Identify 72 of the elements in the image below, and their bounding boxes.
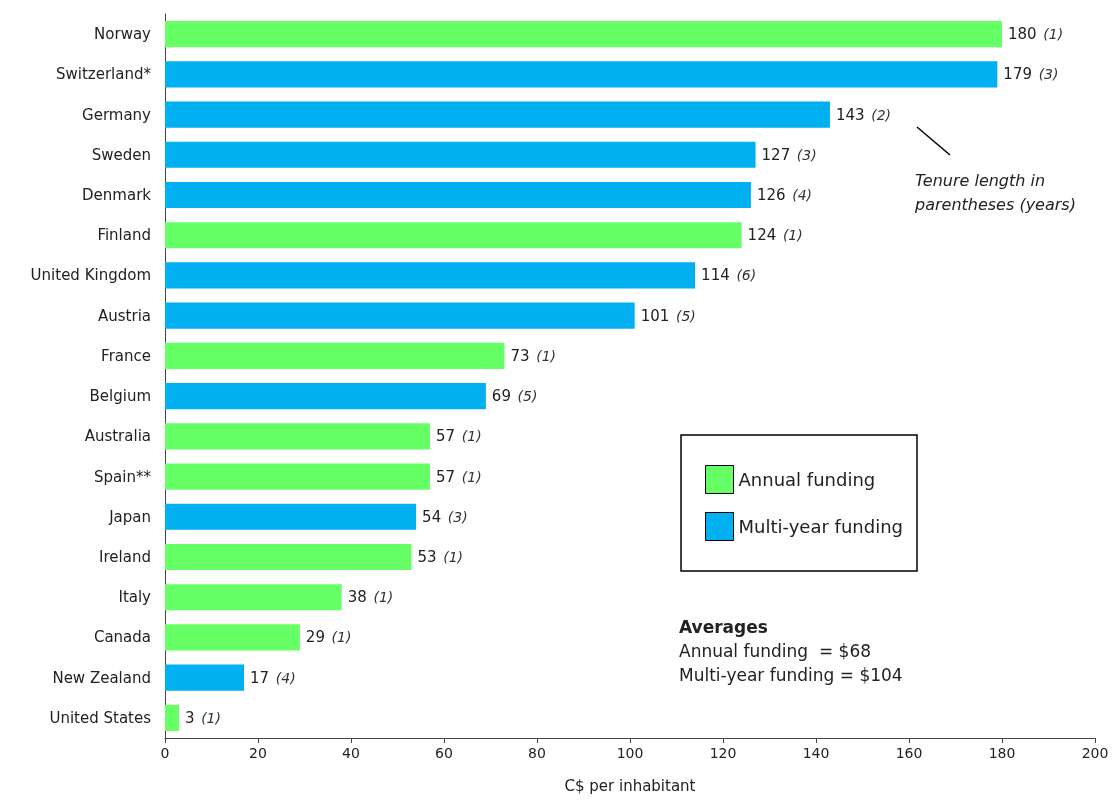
- legend-label: Multi-year funding: [738, 516, 904, 537]
- x-tick-label: 100: [616, 745, 644, 761]
- annotation: Annual funding = $68: [679, 640, 872, 661]
- x-tick-label: 180: [988, 745, 1016, 761]
- bar: [165, 342, 505, 369]
- y-tick-label: Italy: [118, 588, 152, 607]
- data-label: 69 (5): [491, 387, 538, 406]
- y-tick-label: Austria: [98, 306, 151, 325]
- y-tick-label: Australia: [84, 427, 151, 446]
- bar: [165, 262, 696, 289]
- bar: [165, 181, 751, 209]
- bar: [165, 584, 342, 611]
- bar: [165, 664, 245, 691]
- data-label: 54 (3): [422, 507, 468, 526]
- bar: [165, 463, 431, 490]
- x-tick-label: 140: [802, 745, 830, 761]
- data-label: 57 (1): [436, 427, 482, 446]
- bar: [165, 543, 412, 571]
- annotation: Tenure length in parentheses (years): [914, 170, 1076, 214]
- y-tick-label: France: [101, 346, 151, 365]
- bar: [165, 423, 431, 450]
- bar: [165, 704, 179, 731]
- y-tick-label: Spain**: [94, 467, 152, 486]
- data-label: 124 (1): [747, 226, 803, 245]
- bar: [165, 302, 635, 329]
- x-axis-title: C$ per inhabitant: [564, 776, 696, 795]
- data-label: 143 (2): [835, 105, 892, 124]
- y-tick-label: Canada: [93, 628, 151, 647]
- x-tick-label: 60: [435, 745, 453, 761]
- x-tick-label: 0: [160, 745, 170, 761]
- y-tick-label: Denmark: [82, 186, 152, 204]
- y-tick-label: United Kingdom: [30, 266, 151, 285]
- x-tick-label: 160: [895, 745, 923, 761]
- data-label: 57 (1): [436, 467, 482, 486]
- y-tick-label: Finland: [97, 226, 151, 245]
- data-label: 126 (4): [756, 186, 813, 204]
- bar: [165, 222, 742, 249]
- annotation: Multi-year funding = $104: [679, 664, 903, 685]
- data-label: 73 (1): [510, 346, 557, 365]
- bar: [165, 101, 830, 128]
- data-label: 179 (3): [1003, 65, 1059, 84]
- data-label: 127 (3): [761, 145, 817, 164]
- y-tick-label: Switzerland*: [56, 65, 152, 84]
- x-tick-label: 40: [342, 745, 360, 761]
- x-tick-label: 200: [1081, 745, 1109, 761]
- data-label: 38 (1): [347, 588, 394, 607]
- x-tick-label: 20: [249, 745, 267, 761]
- y-tick-label: Germany: [82, 105, 152, 124]
- bar: [165, 61, 998, 88]
- data-label: 3 (1): [184, 708, 222, 727]
- y-tick-label: Norway: [94, 25, 152, 44]
- bar: [165, 383, 486, 410]
- y-tick-label: New Zealand: [52, 668, 151, 687]
- y-tick-label: United States: [49, 708, 152, 727]
- x-tick-label: 80: [528, 745, 546, 761]
- y-tick-label: Japan: [108, 507, 151, 526]
- x-tick-label: 120: [709, 745, 737, 761]
- bar: [165, 21, 1002, 48]
- y-tick-label: Ireland: [99, 548, 151, 566]
- legend-label: Annual funding: [738, 469, 876, 490]
- annotation: Averages: [679, 616, 768, 637]
- data-label: 114 (6): [701, 266, 757, 285]
- bar: [165, 503, 417, 530]
- data-label: 29 (1): [305, 628, 352, 647]
- bar: [165, 141, 756, 168]
- data-label: 101 (5): [640, 306, 696, 325]
- bar: [165, 624, 300, 651]
- data-label: 180 (1): [1008, 25, 1064, 44]
- y-tick-label: Belgium: [89, 387, 151, 406]
- data-label: 17 (4): [250, 668, 296, 687]
- y-tick-label: Sweden: [91, 145, 151, 164]
- data-label: 53 (1): [417, 548, 464, 566]
